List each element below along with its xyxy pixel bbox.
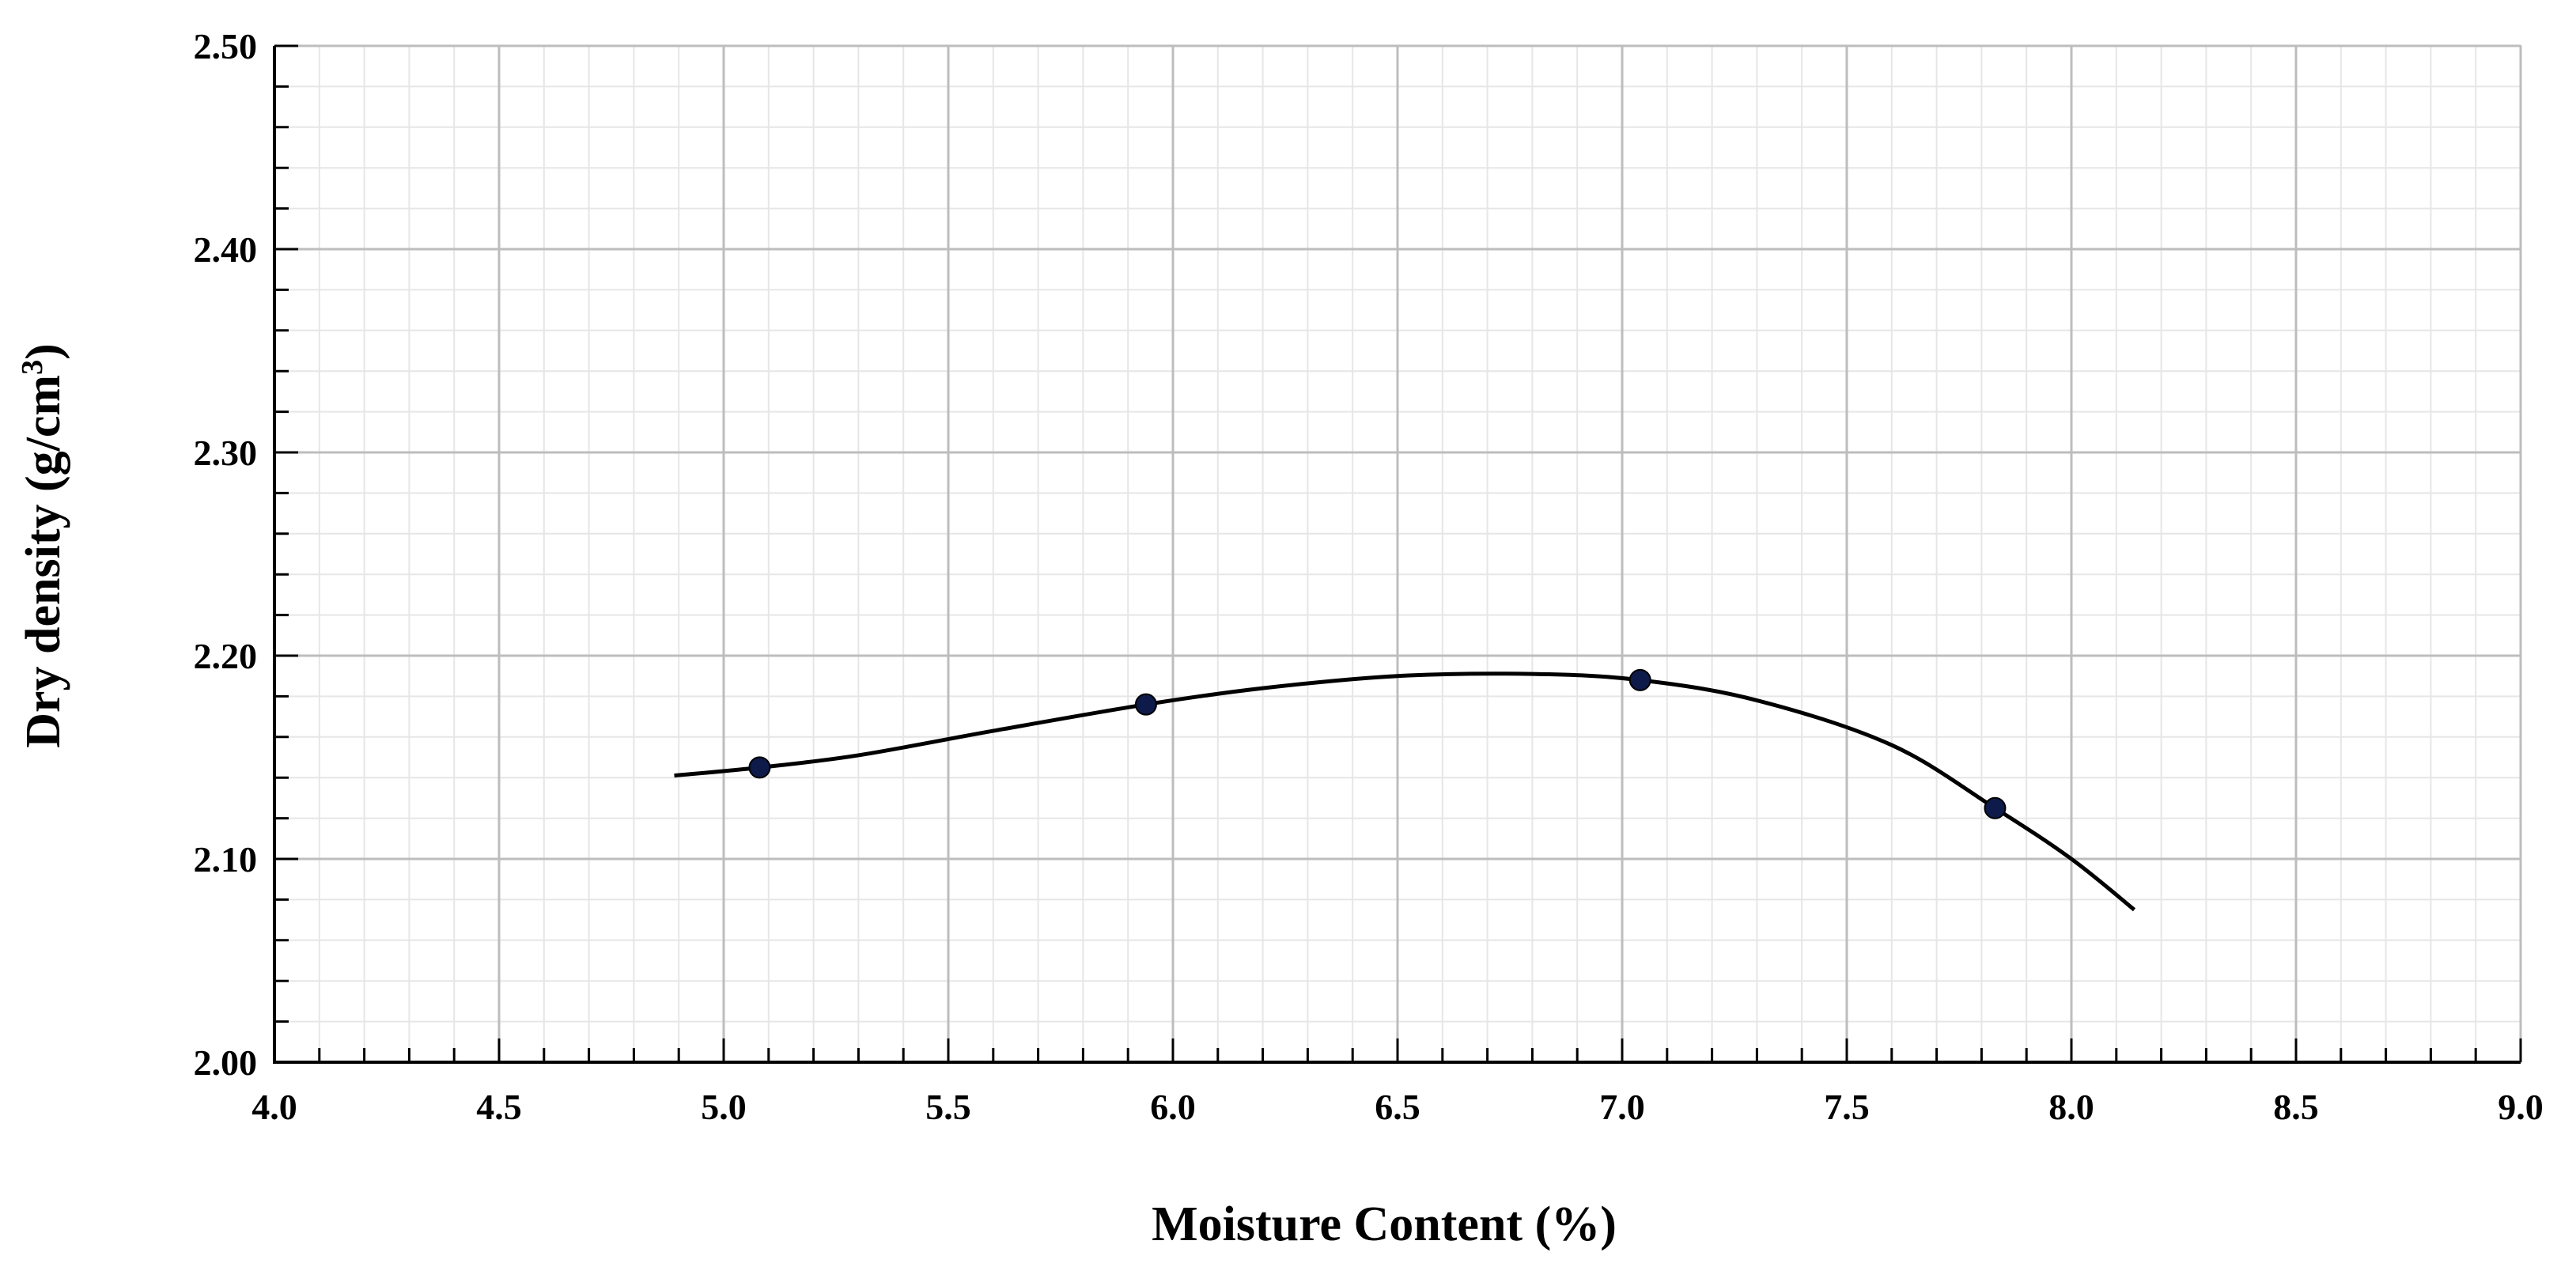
x-tick-label: 5.0: [701, 1087, 747, 1127]
x-tick-label: 4.5: [476, 1087, 522, 1127]
x-tick-label: 5.5: [925, 1087, 971, 1127]
y-tick-label: 2.50: [194, 26, 258, 66]
x-tick-label: 6.0: [1150, 1087, 1196, 1127]
y-tick-labels: 2.00 2.10 2.20 2.30 2.40 2.50: [194, 26, 258, 1083]
y-axis-title: Dry density (g/cm3): [16, 343, 70, 747]
y-tick-label: 2.40: [194, 229, 258, 270]
data-point: [1134, 693, 1157, 716]
x-tick-label: 8.5: [2273, 1087, 2319, 1127]
x-tick-labels: 4.0 4.5 5.0 5.5 6.0 6.5 7.0 7.5 8.0 8.5 9.0: [252, 1087, 2544, 1127]
y-tick-label: 2.30: [194, 433, 258, 473]
y-axis-title-close: ): [17, 343, 70, 360]
trend-curve: [674, 671, 2136, 912]
y-tick-label: 2.10: [194, 839, 258, 879]
data-point: [1984, 796, 2007, 819]
y-axis-title-main: Dry density (g/cm: [17, 375, 70, 748]
data-point: [748, 756, 771, 779]
x-tick-label: 7.5: [1824, 1087, 1870, 1127]
x-tick-label: 8.0: [2048, 1087, 2094, 1127]
x-tick-label: 4.0: [252, 1087, 297, 1127]
x-tick-label: 7.0: [1599, 1087, 1645, 1127]
x-axis-title: Moisture Content (%): [1152, 1197, 1617, 1251]
y-axis-title-superscript: 3: [16, 360, 49, 375]
y-tick-label: 2.00: [194, 1042, 258, 1083]
x-tick-label: 6.5: [1375, 1087, 1420, 1127]
data-points: [748, 668, 2007, 819]
y-tick-label: 2.20: [194, 636, 258, 676]
axes: [273, 44, 2522, 1064]
data-point: [1628, 668, 1651, 691]
x-tick-label: 9.0: [2498, 1087, 2544, 1127]
